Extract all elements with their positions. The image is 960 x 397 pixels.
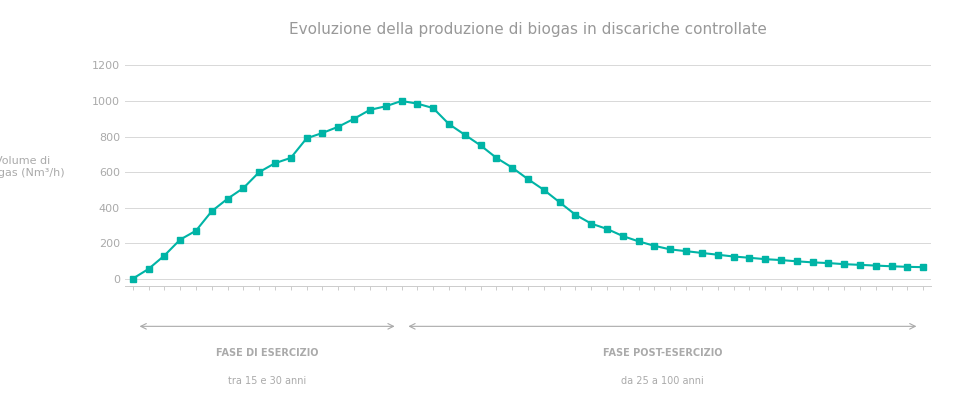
Text: tra 15 e 30 anni: tra 15 e 30 anni bbox=[228, 376, 306, 386]
Title: Evoluzione della produzione di biogas in discariche controllate: Evoluzione della produzione di biogas in… bbox=[289, 22, 767, 37]
Text: FASE POST-ESERCIZIO: FASE POST-ESERCIZIO bbox=[603, 348, 722, 358]
Y-axis label: Volume di
biogas (Nm³/h): Volume di biogas (Nm³/h) bbox=[0, 156, 64, 177]
Text: FASE DI ESERCIZIO: FASE DI ESERCIZIO bbox=[216, 348, 319, 358]
Text: da 25 a 100 anni: da 25 a 100 anni bbox=[621, 376, 704, 386]
